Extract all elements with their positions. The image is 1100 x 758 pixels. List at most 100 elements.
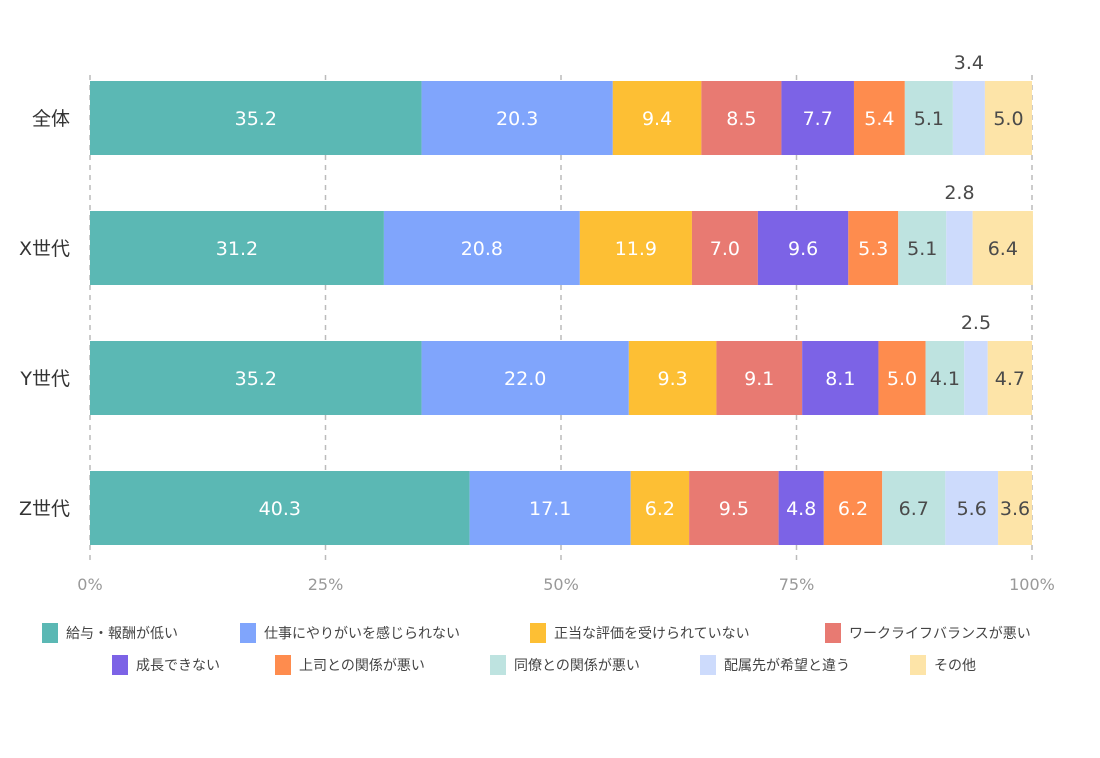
data-label: 7.7: [803, 108, 833, 130]
category-label: 全体: [32, 108, 70, 130]
legend-label: 給与・報酬が低い: [66, 626, 178, 642]
data-label: 6.7: [899, 498, 929, 520]
data-label: 9.5: [719, 498, 749, 520]
legend-label: 正当な評価を受けられていない: [554, 626, 750, 642]
bar-segment: [987, 341, 1032, 415]
data-label: 11.9: [615, 238, 657, 260]
data-label: 2.8: [944, 182, 974, 204]
bar-segment: [689, 471, 779, 545]
bar-segment: [964, 341, 988, 415]
data-label: 4.7: [995, 368, 1025, 390]
data-label: 5.4: [864, 108, 894, 130]
bar-segment: [421, 341, 629, 415]
bar-segment: [579, 211, 692, 285]
data-label: 4.8: [786, 498, 816, 520]
bar-segment: [716, 341, 803, 415]
data-label: 5.6: [957, 498, 987, 520]
bar-segment: [925, 341, 965, 415]
data-label: 40.3: [259, 498, 301, 520]
legend-swatch: [490, 655, 506, 675]
bar-segment: [757, 211, 849, 285]
data-label: 9.6: [788, 238, 818, 260]
bar-segment: [628, 341, 717, 415]
legend-swatch: [910, 655, 926, 675]
bar-segment: [945, 471, 999, 545]
data-label: 4.1: [930, 368, 960, 390]
data-label: 7.0: [710, 238, 740, 260]
data-label: 8.5: [726, 108, 756, 130]
bar-segment: [90, 211, 384, 285]
legend-swatch: [42, 623, 58, 643]
legend-item[interactable]: ワークライフバランスが悪い: [825, 623, 1031, 643]
bar-segment: [90, 471, 470, 545]
bar-segment: [802, 341, 879, 415]
bar-segment: [90, 341, 422, 415]
bar-segment: [998, 471, 1032, 545]
legend-label: ワークライフバランスが悪い: [849, 626, 1031, 642]
data-label: 8.1: [825, 368, 855, 390]
data-label: 6.4: [988, 238, 1018, 260]
legend-label: 上司との関係が悪い: [299, 658, 425, 674]
legend-item[interactable]: 上司との関係が悪い: [275, 655, 425, 675]
legend-item[interactable]: その他: [910, 655, 976, 675]
x-tick-label: 0%: [77, 575, 102, 594]
data-label: 9.4: [642, 108, 672, 130]
data-label: 35.2: [235, 368, 277, 390]
data-label: 5.1: [914, 108, 944, 130]
data-label: 5.0: [993, 108, 1023, 130]
legend-label: 仕事にやりがいを感じられない: [264, 626, 460, 642]
bar-segment: [823, 471, 883, 545]
bar-segment: [946, 211, 973, 285]
legend-swatch: [825, 623, 841, 643]
bar-segment: [984, 81, 1032, 155]
bar-segment: [469, 471, 631, 545]
bar-segment: [701, 81, 782, 155]
bar-segment: [898, 211, 947, 285]
data-label: 22.0: [504, 368, 546, 390]
bar-segment: [781, 81, 854, 155]
x-tick-label: 50%: [543, 575, 579, 594]
bar-segment: [691, 211, 758, 285]
legend-label: その他: [934, 658, 976, 674]
data-label: 2.5: [961, 312, 991, 334]
data-label: 9.3: [658, 368, 688, 390]
data-label: 35.2: [235, 108, 277, 130]
data-label: 20.3: [496, 108, 538, 130]
legend-swatch: [700, 655, 716, 675]
legend-label: 配属先が希望と違う: [724, 658, 850, 674]
data-label: 3.4: [954, 52, 984, 74]
data-label: 17.1: [529, 498, 571, 520]
bar-segment: [421, 81, 613, 155]
legend-label: 成長できない: [136, 658, 220, 674]
stacked-bar-chart: 0% 25% 50% 75% 100% 全体 X世代 Y世代 Z世代 35.2 20.3 9.4 8.5…: [19, 52, 1055, 594]
legend-item[interactable]: 給与・報酬が低い: [42, 623, 178, 643]
legend-item[interactable]: 配属先が希望と違う: [700, 655, 850, 675]
bar-segment: [612, 81, 702, 155]
bar-segment: [90, 81, 422, 155]
bar-segment: [878, 341, 926, 415]
category-label: X世代: [19, 238, 70, 260]
legend-swatch: [240, 623, 256, 643]
legend-item[interactable]: 仕事にやりがいを感じられない: [240, 623, 460, 643]
data-label: 6.2: [645, 498, 675, 520]
data-label: 31.2: [216, 238, 258, 260]
data-label: 9.1: [744, 368, 774, 390]
legend-item[interactable]: 同僚との関係が悪い: [490, 655, 640, 675]
category-label: Z世代: [19, 498, 70, 520]
legend-item[interactable]: 成長できない: [112, 655, 220, 675]
bar-segment: [848, 211, 899, 285]
data-label: 20.8: [461, 238, 503, 260]
bar-segment: [882, 471, 946, 545]
legend-swatch: [112, 655, 128, 675]
data-label: 5.3: [858, 238, 888, 260]
legend-item[interactable]: 正当な評価を受けられていない: [530, 623, 750, 643]
x-tick-label: 100%: [1009, 575, 1055, 594]
bar-segment: [972, 211, 1033, 285]
legend-swatch: [530, 623, 546, 643]
data-label: 6.2: [838, 498, 868, 520]
legend-swatch: [275, 655, 291, 675]
legend-label: 同僚との関係が悪い: [514, 658, 640, 674]
bar-segment: [778, 471, 824, 545]
data-label: 3.6: [1000, 498, 1030, 520]
bar-segment: [630, 471, 690, 545]
